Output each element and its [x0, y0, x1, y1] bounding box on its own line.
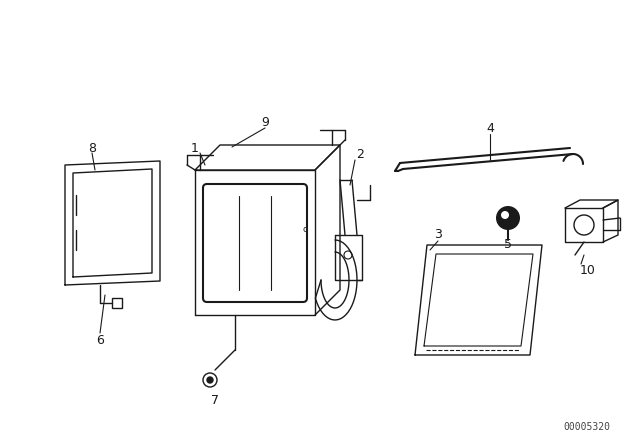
Text: 4: 4 [486, 121, 494, 134]
Bar [112, 298, 122, 308]
Text: 10: 10 [580, 263, 596, 276]
Text: 2: 2 [356, 148, 364, 161]
Text: 3: 3 [434, 228, 442, 241]
Text: 7: 7 [211, 393, 219, 406]
Text: c: c [303, 225, 307, 234]
Text: 00005320: 00005320 [563, 422, 610, 432]
Text: 5: 5 [504, 238, 512, 251]
Text: 1: 1 [191, 142, 199, 155]
Circle shape [501, 211, 509, 219]
Circle shape [207, 377, 213, 383]
Text: 6: 6 [96, 333, 104, 346]
Text: 9: 9 [261, 116, 269, 129]
Circle shape [496, 206, 520, 230]
Text: 8: 8 [88, 142, 96, 155]
